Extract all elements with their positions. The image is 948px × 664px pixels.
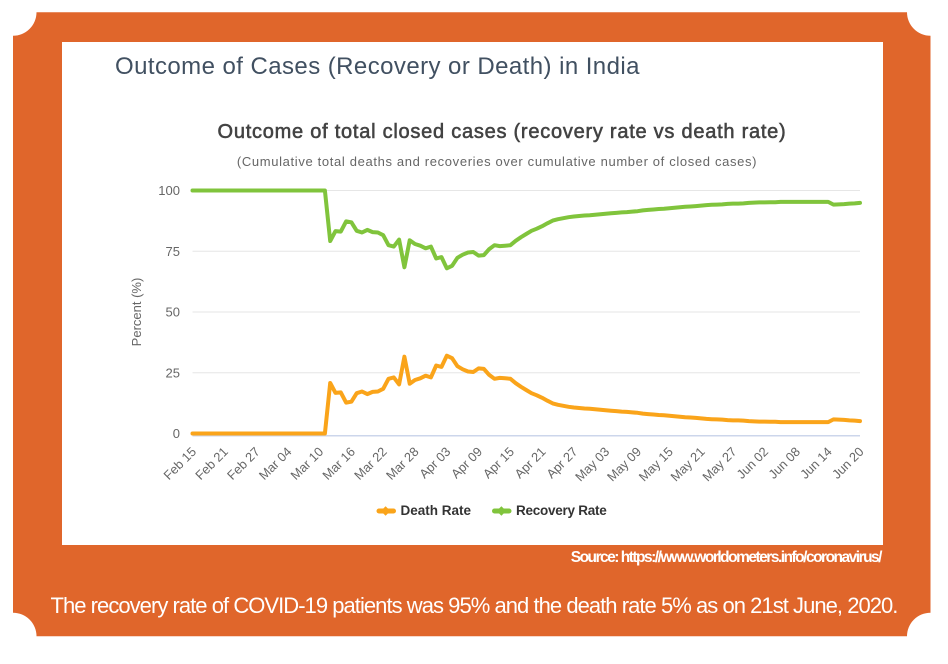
svg-text:Mar 04: Mar 04 bbox=[256, 444, 295, 483]
svg-text:Mar 10: Mar 10 bbox=[287, 444, 326, 483]
svg-text:Death Rate: Death Rate bbox=[401, 503, 472, 518]
svg-text:Jun 02: Jun 02 bbox=[733, 444, 771, 482]
svg-text:Jun 08: Jun 08 bbox=[765, 444, 803, 482]
svg-text:50: 50 bbox=[166, 305, 180, 320]
svg-text:May 27: May 27 bbox=[699, 444, 739, 484]
svg-text:Apr 09: Apr 09 bbox=[448, 444, 485, 481]
svg-text:Mar 22: Mar 22 bbox=[351, 444, 390, 483]
svg-text:25: 25 bbox=[166, 365, 180, 380]
svg-text:May 21: May 21 bbox=[667, 444, 707, 484]
svg-text:Percent (%): Percent (%) bbox=[129, 278, 144, 347]
svg-text:Mar 16: Mar 16 bbox=[319, 444, 358, 483]
svg-text:Apr 15: Apr 15 bbox=[480, 444, 517, 481]
svg-text:May 15: May 15 bbox=[636, 444, 676, 484]
svg-text:Feb 27: Feb 27 bbox=[224, 444, 263, 483]
svg-text:Jun 20: Jun 20 bbox=[829, 444, 867, 482]
svg-text:75: 75 bbox=[166, 244, 180, 259]
svg-text:Mar 28: Mar 28 bbox=[383, 444, 422, 483]
svg-text:100: 100 bbox=[158, 183, 180, 198]
svg-text:Feb 21: Feb 21 bbox=[192, 444, 231, 483]
svg-text:Apr 21: Apr 21 bbox=[511, 444, 548, 481]
svg-text:Recovery Rate: Recovery Rate bbox=[516, 503, 607, 518]
svg-text:Feb 15: Feb 15 bbox=[160, 444, 199, 483]
svg-text:Apr 03: Apr 03 bbox=[416, 444, 453, 481]
svg-text:0: 0 bbox=[173, 426, 180, 441]
svg-text:May 09: May 09 bbox=[604, 444, 644, 484]
svg-text:May 03: May 03 bbox=[572, 444, 612, 484]
svg-text:Jun 14: Jun 14 bbox=[797, 444, 835, 482]
